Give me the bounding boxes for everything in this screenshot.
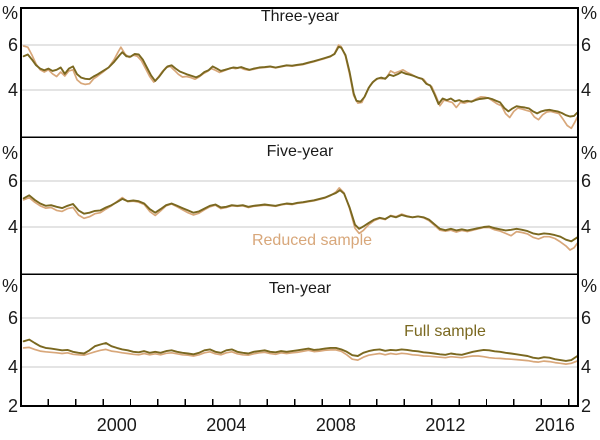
- y-axis-unit-label-right: %: [581, 276, 598, 296]
- panel-title-ten-year: Ten-year: [268, 280, 332, 297]
- y-axis-unit-label-left: %: [1, 3, 18, 23]
- y-axis-tick-label-right: 6: [581, 308, 592, 328]
- x-axis-year-label: 2004: [206, 415, 247, 435]
- y-axis-tick-label-right: 4: [581, 357, 592, 377]
- y-axis-unit-label-right: %: [581, 3, 598, 23]
- y-axis-unit-label-right: %: [581, 143, 598, 163]
- y-axis-bottom-label-left: 2: [7, 396, 18, 416]
- y-axis-tick-label-left: 6: [7, 35, 18, 55]
- y-axis-tick-label-right: 4: [581, 217, 592, 237]
- x-axis-year-label: 2008: [315, 415, 356, 435]
- y-axis-bottom-label-right: 2: [581, 396, 592, 416]
- y-axis-tick-label-right: 6: [581, 171, 592, 191]
- panel-title-three-year: Three-year: [260, 8, 340, 25]
- y-axis-tick-label-right: 4: [581, 80, 592, 100]
- panel-title-five-year: Five-year: [266, 143, 334, 160]
- y-axis-tick-label-left: 6: [7, 308, 18, 328]
- legend-full-sample-label: Full sample: [404, 323, 486, 340]
- legend-reduced-sample-label: Reduced sample: [251, 232, 373, 249]
- y-axis-tick-label-right: 6: [581, 35, 592, 55]
- y-axis-tick-label-left: 4: [7, 80, 18, 100]
- y-axis-unit-label-left: %: [1, 276, 18, 296]
- x-axis-year-label: 2000: [96, 415, 137, 435]
- y-axis-tick-label-left: 6: [7, 171, 18, 191]
- x-axis-year-label: 2012: [425, 415, 466, 435]
- y-axis-tick-label-left: 4: [7, 357, 18, 377]
- y-axis-tick-label-left: 4: [7, 217, 18, 237]
- y-axis-unit-label-left: %: [1, 143, 18, 163]
- x-axis-year-label: 2016: [534, 415, 575, 435]
